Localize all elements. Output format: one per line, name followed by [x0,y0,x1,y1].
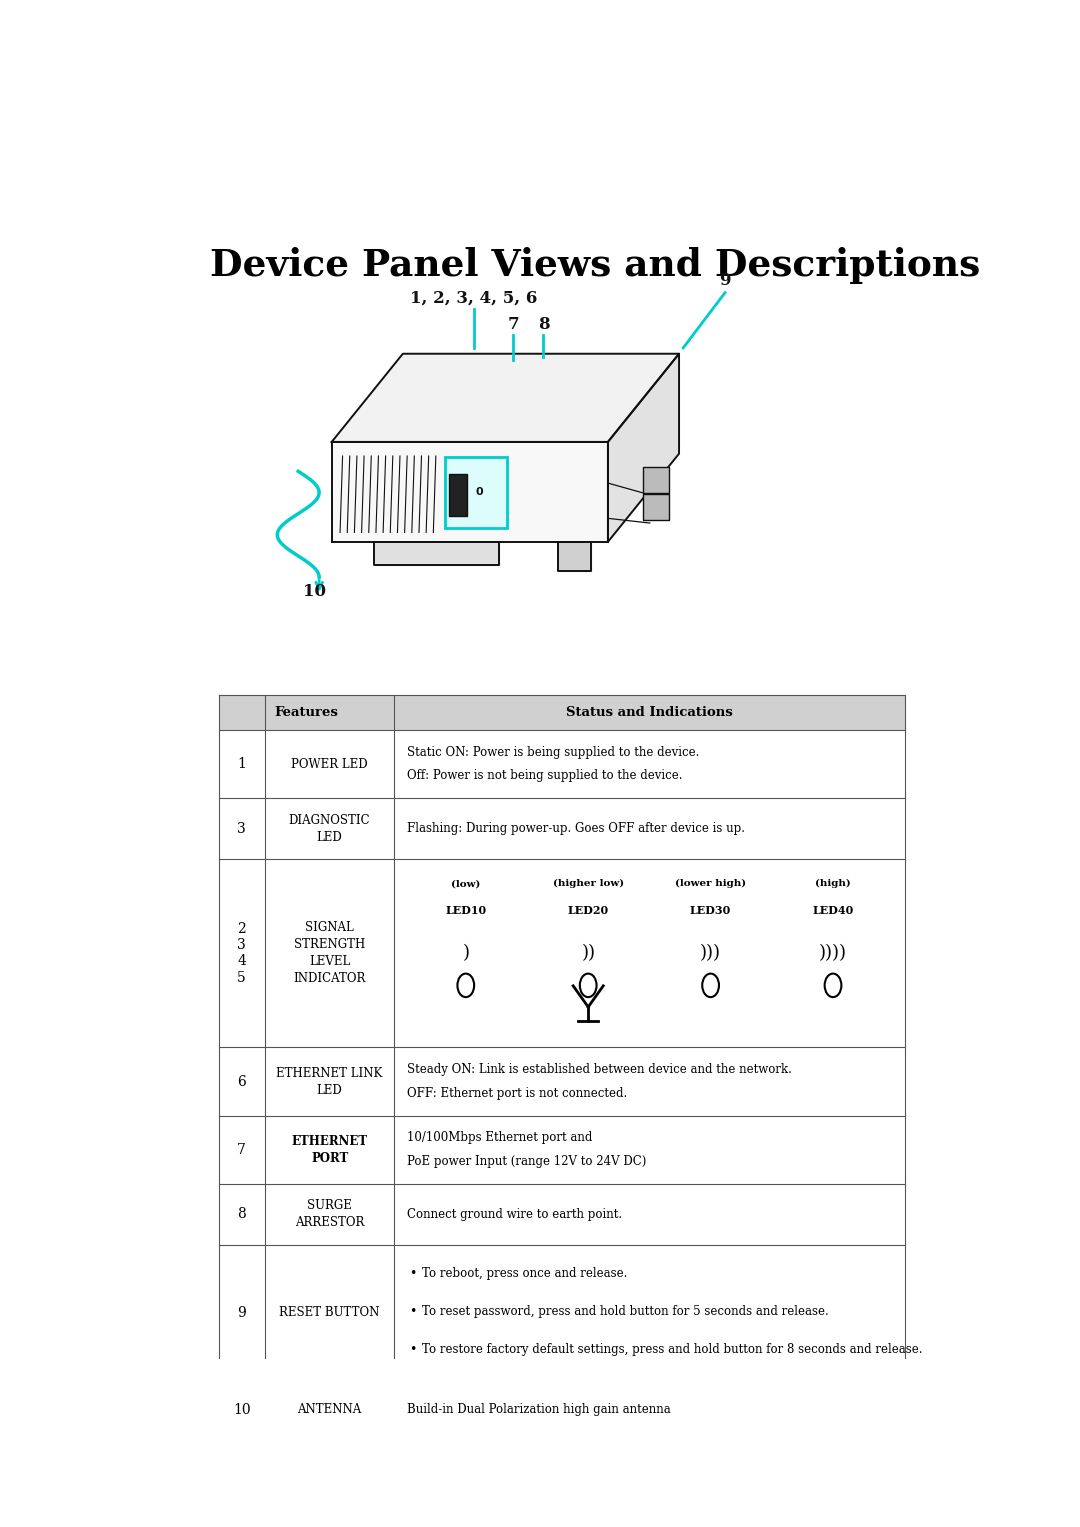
Text: Build-in Dual Polarization high gain antenna: Build-in Dual Polarization high gain ant… [407,1403,671,1416]
Text: 2
3
4
5: 2 3 4 5 [238,922,246,985]
Text: (high): (high) [815,880,851,889]
Bar [644,493,669,519]
Text: 10: 10 [303,583,326,600]
Text: 9: 9 [238,1306,246,1319]
Bar [218,695,905,730]
Text: ))): ))) [700,944,721,962]
Text: ): ) [462,944,470,962]
Text: LED40: LED40 [812,904,853,916]
Text: ETHERNET LINK
LED: ETHERNET LINK LED [276,1066,382,1096]
Polygon shape [608,354,679,542]
Text: 8: 8 [538,316,550,333]
Text: Features: Features [274,705,338,719]
Text: To restore factory default settings, press and hold button for 8 seconds and rel: To restore factory default settings, pre… [422,1342,922,1356]
Text: Connect ground wire to earth point.: Connect ground wire to earth point. [407,1208,622,1222]
Polygon shape [374,542,499,565]
Polygon shape [332,441,608,542]
Text: •: • [409,1342,417,1356]
Text: LED10: LED10 [445,904,486,916]
Text: SIGNAL
STRENGTH
LEVEL
INDICATOR: SIGNAL STRENGTH LEVEL INDICATOR [294,921,366,985]
Polygon shape [557,542,591,571]
Text: (higher low): (higher low) [553,880,624,889]
Text: Static ON: Power is being supplied to the device.: Static ON: Power is being supplied to th… [407,745,700,759]
Text: •: • [409,1267,417,1280]
Text: POWER LED: POWER LED [292,757,368,771]
Bar [644,467,669,493]
Text: •: • [409,1306,417,1318]
Text: 10/100Mbps Ethernet port and: 10/100Mbps Ethernet port and [407,1132,593,1144]
Text: To reboot, press once and release.: To reboot, press once and release. [422,1267,627,1280]
Text: ETHERNET
PORT: ETHERNET PORT [292,1135,367,1165]
Text: 10: 10 [233,1403,251,1417]
Text: 1, 2, 3, 4, 5, 6: 1, 2, 3, 4, 5, 6 [410,290,538,307]
Text: OFF: Ethernet port is not connected.: OFF: Ethernet port is not connected. [407,1087,627,1099]
Text: 3: 3 [238,822,246,835]
Text: To reset password, press and hold button for 5 seconds and release.: To reset password, press and hold button… [422,1306,828,1318]
Text: Flashing: During power-up. Goes OFF after device is up.: Flashing: During power-up. Goes OFF afte… [407,822,745,835]
Text: 1: 1 [238,757,246,771]
Text: Status and Indications: Status and Indications [566,705,733,719]
Text: PoE power Input (range 12V to 24V DC): PoE power Input (range 12V to 24V DC) [407,1154,647,1168]
Text: 6: 6 [238,1075,246,1089]
Bar [445,457,508,528]
Text: 7: 7 [508,316,519,333]
Text: Device Panel Views and Descriptions: Device Panel Views and Descriptions [211,247,981,284]
Text: 0: 0 [475,487,483,498]
Bar [449,473,468,516]
Text: Steady ON: Link is established between device and the network.: Steady ON: Link is established between d… [407,1063,792,1077]
Text: LED30: LED30 [690,904,731,916]
Text: RESET BUTTON: RESET BUTTON [280,1306,380,1319]
Text: (lower high): (lower high) [675,880,746,889]
Text: SURGE
ARRESTOR: SURGE ARRESTOR [295,1199,364,1229]
Text: )))): )))) [819,944,847,962]
Text: )): )) [581,944,595,962]
Text: 8: 8 [238,1208,246,1222]
Text: LED20: LED20 [568,904,609,916]
Text: ANTENNA: ANTENNA [297,1403,362,1416]
Text: DIAGNOSTIC
LED: DIAGNOSTIC LED [288,814,370,844]
Text: 7: 7 [238,1142,246,1157]
Text: 9: 9 [719,272,731,289]
Polygon shape [332,354,679,441]
Text: Off: Power is not being supplied to the device.: Off: Power is not being supplied to the … [407,770,683,782]
Text: (low): (low) [451,880,481,889]
